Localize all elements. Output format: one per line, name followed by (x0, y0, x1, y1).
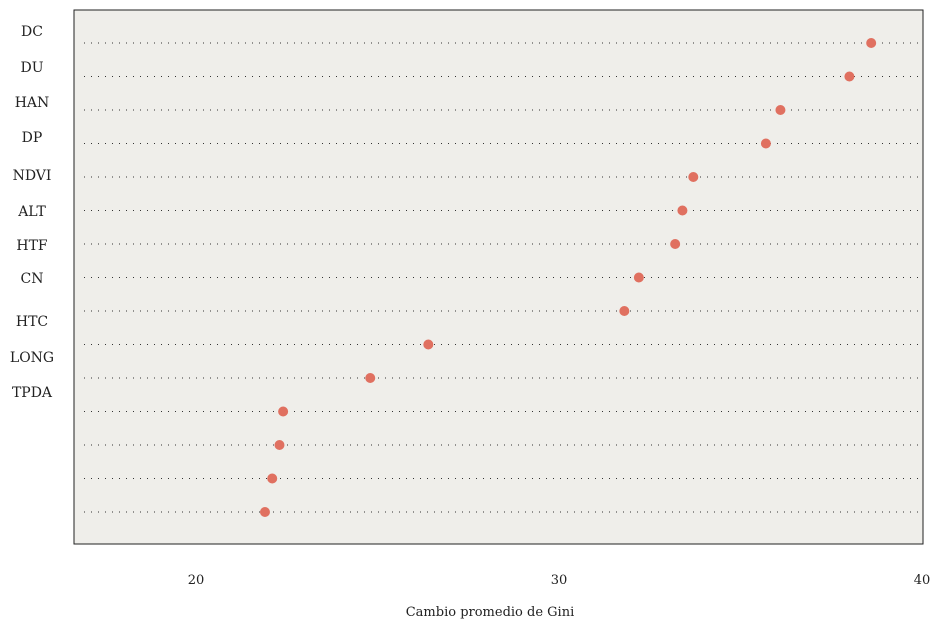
category-label: LONG (10, 350, 54, 366)
x-tick-label: 40 (914, 573, 931, 588)
data-point (267, 473, 278, 484)
category-label: ALT (17, 204, 46, 220)
category-label: TPDA (12, 385, 53, 401)
x-axis-title: Cambio promedio de Gini (406, 605, 575, 620)
data-point (677, 205, 688, 216)
data-point (775, 105, 786, 115)
data-points (259, 38, 877, 517)
data-point (844, 71, 855, 82)
category-label: HAN (15, 95, 50, 111)
data-point (670, 239, 681, 249)
data-point (633, 272, 644, 283)
category-label: HTC (16, 314, 48, 330)
data-point (259, 507, 270, 517)
data-point (866, 38, 877, 48)
category-label: DC (21, 24, 43, 40)
x-tick-labels: 20 30 40 (188, 573, 931, 588)
category-labels: DC DU HAN DP NDVI ALT HTF CN HTC LONG TPDA (10, 24, 54, 401)
category-label: DU (20, 60, 43, 76)
data-point (760, 138, 771, 149)
category-label: NDVI (13, 168, 52, 184)
plot-panel (73, 9, 924, 545)
data-point (365, 373, 376, 383)
x-tick-label: 30 (551, 573, 568, 588)
category-label: CN (21, 271, 44, 287)
category-label: HTF (16, 238, 48, 254)
data-point (274, 440, 285, 450)
data-point (619, 306, 630, 316)
x-tick-label: 20 (188, 573, 205, 588)
data-point (688, 172, 699, 182)
data-point (278, 406, 289, 417)
data-point (423, 339, 434, 350)
category-label: DP (22, 130, 43, 146)
